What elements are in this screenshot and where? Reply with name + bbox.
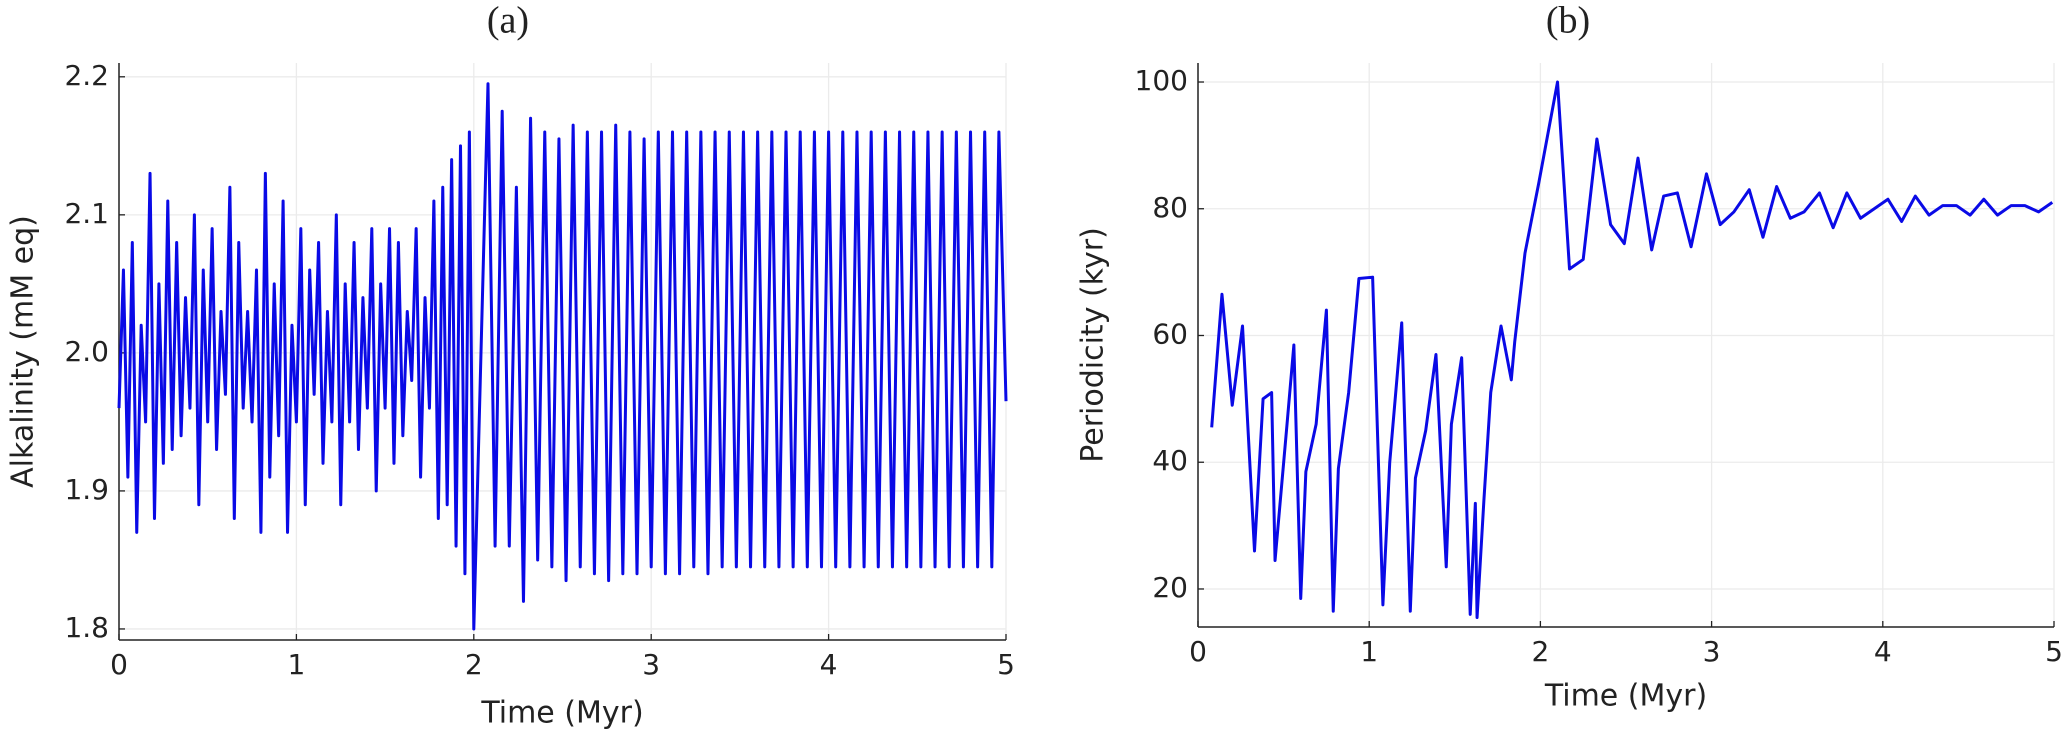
x-axis-label: Time (Myr) xyxy=(480,696,643,731)
x-tick-label: 2 xyxy=(1531,635,1549,668)
x-tick-label: 4 xyxy=(1874,635,1892,668)
y-tick-label: 40 xyxy=(1152,444,1188,477)
y-tick-label: 80 xyxy=(1152,191,1188,224)
y-tick-label: 1.9 xyxy=(64,473,109,506)
y-tick-label: 2.0 xyxy=(64,335,109,368)
x-tick-label: 5 xyxy=(2045,635,2063,668)
y-tick-label: 1.8 xyxy=(64,611,109,644)
panel-title: (b) xyxy=(1546,0,1590,42)
data-line xyxy=(1210,80,2054,619)
y-tick-label: 2.2 xyxy=(64,59,109,92)
data-line xyxy=(117,82,1008,631)
y-tick-label: 100 xyxy=(1135,64,1188,97)
x-tick-label: 4 xyxy=(820,648,838,681)
x-tick-label: 0 xyxy=(1189,635,1207,668)
x-tick-label: 1 xyxy=(287,648,305,681)
x-tick-label: 3 xyxy=(1703,635,1721,668)
y-tick-label: 2.1 xyxy=(64,197,109,230)
x-tick-label: 0 xyxy=(110,648,128,681)
x-tick-label: 1 xyxy=(1360,635,1378,668)
x-tick-label: 3 xyxy=(642,648,660,681)
x-tick-label: 5 xyxy=(997,648,1015,681)
x-axis-label: Time (Myr) xyxy=(1544,679,1707,714)
y-axis-label: Periodicity (kyr) xyxy=(1076,227,1111,463)
panel-title: (a) xyxy=(487,0,529,42)
y-axis-label: Alkalinity (mM eq) xyxy=(6,215,41,488)
y-tick-label: 20 xyxy=(1152,571,1188,604)
y-tick-label: 60 xyxy=(1152,317,1188,350)
x-tick-label: 2 xyxy=(465,648,483,681)
